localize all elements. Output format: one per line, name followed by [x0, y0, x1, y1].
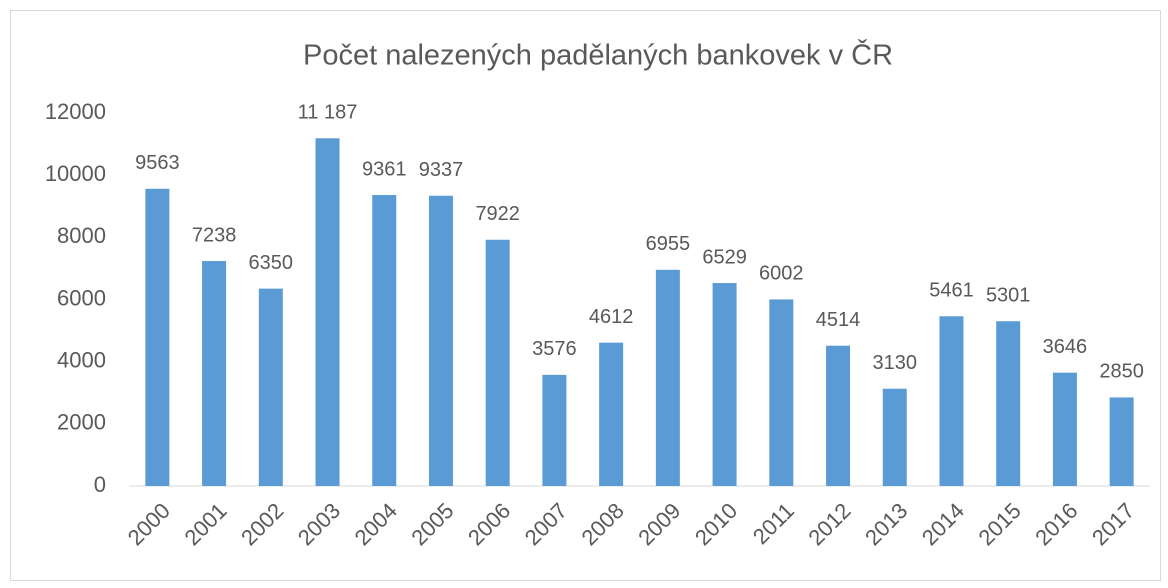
data-label: 5301 [986, 285, 1031, 307]
bar [939, 316, 964, 486]
bar [372, 195, 397, 486]
data-label: 9563 [135, 152, 180, 174]
y-tick-label: 0 [94, 472, 106, 497]
data-label: 6529 [702, 246, 747, 268]
data-label: 4612 [589, 306, 634, 328]
y-tick-label: 8000 [57, 223, 106, 248]
y-tick-label: 2000 [57, 410, 106, 435]
data-label: 3130 [873, 352, 918, 374]
data-label: 6955 [646, 233, 691, 255]
bar [145, 188, 170, 487]
bar [1109, 397, 1134, 486]
bar [315, 138, 340, 486]
bar [1052, 372, 1077, 486]
data-label: 3576 [532, 338, 577, 360]
data-label: 9337 [419, 159, 464, 181]
bar [655, 269, 680, 486]
data-label: 6002 [759, 263, 804, 285]
chart-title: Počet nalezených padělaných bankovek v Č… [303, 38, 893, 72]
bar [826, 345, 851, 486]
data-label: 4514 [816, 309, 861, 331]
data-label: 5461 [929, 280, 974, 302]
y-tick-label: 12000 [45, 99, 106, 124]
data-label: 11 187 [298, 102, 358, 124]
y-tick-label: 10000 [45, 161, 106, 186]
bar [996, 321, 1021, 486]
bar [542, 374, 567, 486]
bar [882, 388, 907, 486]
data-label: 9361 [362, 158, 407, 180]
bar [428, 195, 453, 487]
bar [202, 261, 227, 486]
bar [769, 299, 794, 486]
data-label: 7922 [475, 203, 520, 225]
data-label: 2850 [1099, 361, 1144, 383]
data-label: 3646 [1043, 336, 1088, 358]
bar [712, 283, 737, 486]
bar [258, 288, 283, 486]
data-label: 6350 [249, 252, 294, 274]
bar [599, 342, 624, 486]
bar [485, 239, 510, 486]
data-label: 7238 [192, 224, 237, 246]
y-tick-label: 6000 [57, 285, 106, 310]
y-tick-label: 4000 [57, 347, 106, 372]
